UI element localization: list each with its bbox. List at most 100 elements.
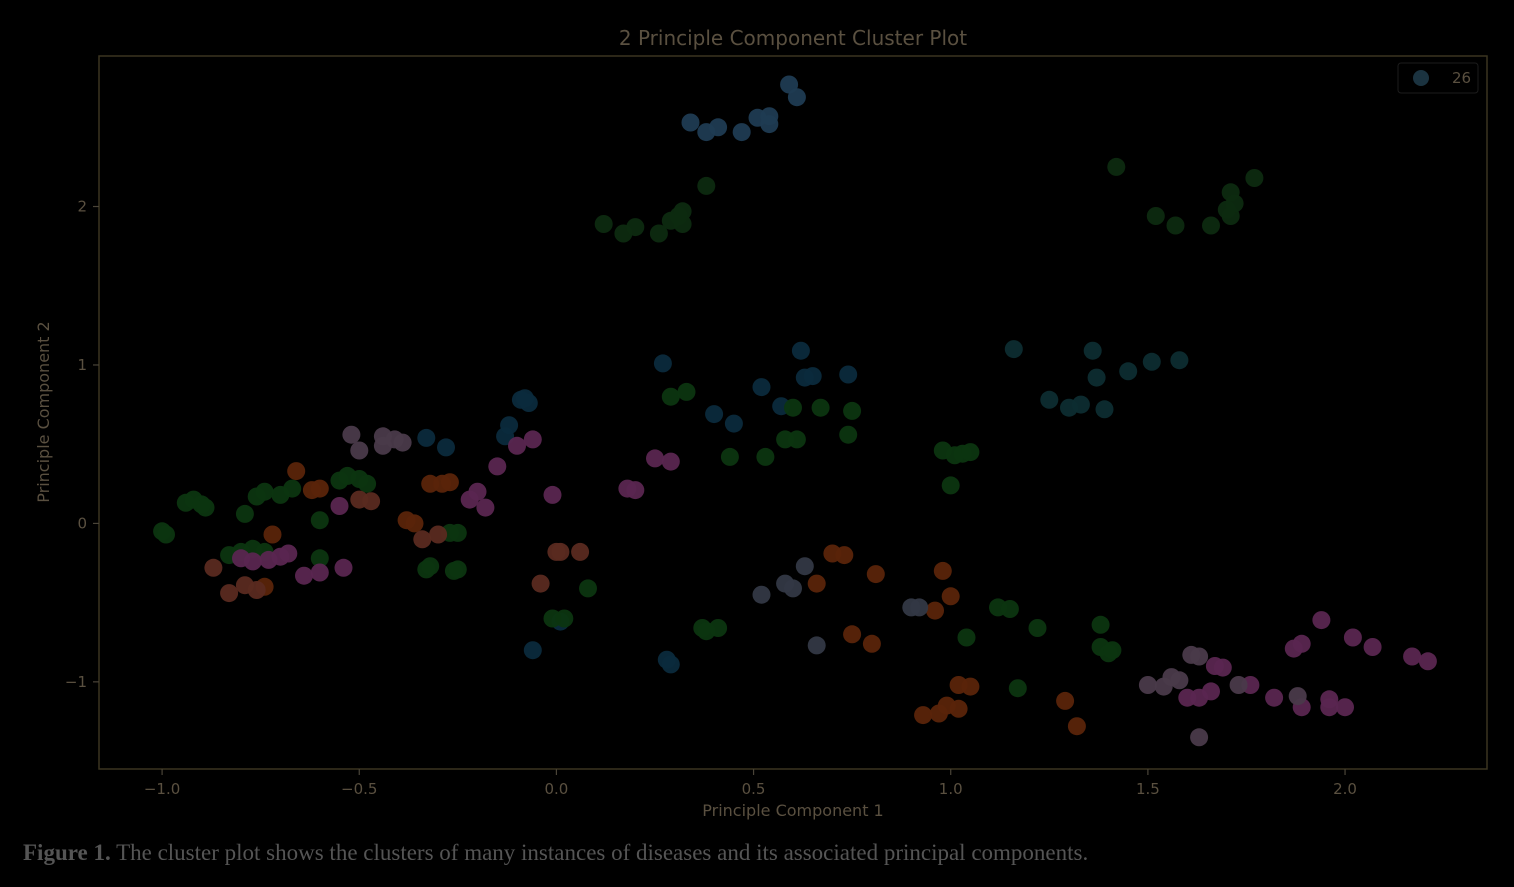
data-point-3	[661, 655, 680, 674]
data-point-0	[681, 113, 700, 132]
chart-title: 2 Principle Component Cluster Plot	[619, 26, 967, 50]
y-tick-label: 1	[77, 356, 87, 374]
data-point-2	[1170, 351, 1189, 370]
data-point-1	[697, 176, 716, 195]
data-point-1	[1245, 169, 1264, 187]
points-layer	[153, 75, 1437, 747]
data-point-1	[626, 218, 645, 237]
data-point-3	[653, 354, 672, 373]
data-point-7	[1403, 647, 1422, 666]
data-point-5	[843, 625, 862, 644]
data-point-7	[1213, 658, 1232, 677]
data-point-0	[709, 118, 728, 137]
x-axis-label: Principle Component 1	[702, 801, 883, 820]
data-point-5	[961, 677, 980, 696]
data-point-5	[866, 565, 885, 584]
data-point-6	[429, 525, 448, 544]
data-point-5	[835, 546, 854, 565]
data-point-2	[1142, 352, 1161, 371]
y-tick-label: −1	[65, 673, 87, 691]
data-point-4	[957, 628, 976, 647]
data-point-6	[362, 492, 381, 511]
data-point-1	[1225, 194, 1244, 213]
data-point-7	[1418, 652, 1437, 671]
data-point-2	[1004, 340, 1023, 359]
data-point-4	[283, 479, 302, 498]
data-point-0	[787, 88, 806, 107]
data-point-4	[448, 560, 467, 579]
data-point-4	[709, 619, 728, 637]
data-point-3	[437, 438, 455, 457]
data-point-7	[646, 449, 664, 468]
data-point-5	[949, 699, 968, 718]
x-tick-label: 0.0	[544, 780, 568, 798]
data-point-7	[330, 497, 349, 515]
data-point-5	[287, 462, 306, 481]
data-point-9	[807, 636, 826, 655]
caption-text: The cluster plot shows the clusters of m…	[110, 840, 1089, 865]
data-point-5	[933, 561, 952, 580]
data-point-0	[760, 115, 779, 134]
data-point-2	[1119, 362, 1138, 381]
data-point-7	[1343, 628, 1362, 647]
data-point-4	[1008, 679, 1027, 698]
data-point-4	[1000, 600, 1019, 618]
data-point-0	[732, 123, 751, 142]
data-point-1	[594, 215, 613, 233]
data-point-8	[342, 425, 361, 444]
data-point-4	[677, 382, 696, 401]
data-point-7	[661, 452, 680, 471]
x-tick-label: 0.5	[742, 780, 766, 798]
data-point-7	[1320, 698, 1339, 717]
data-point-5	[440, 473, 459, 492]
data-point-4	[843, 401, 862, 420]
data-point-7	[1292, 634, 1311, 653]
data-point-3	[752, 378, 771, 397]
data-point-6	[247, 581, 266, 599]
data-point-7	[1202, 682, 1220, 701]
x-tick-label: −0.5	[341, 780, 377, 798]
data-point-4	[157, 525, 175, 544]
data-point-1	[1146, 207, 1165, 225]
data-point-7	[1363, 638, 1382, 656]
data-point-7	[1312, 611, 1331, 630]
data-point-2	[1095, 400, 1114, 419]
data-point-5	[405, 514, 424, 533]
data-point-5	[926, 601, 944, 620]
data-point-1	[1166, 216, 1185, 235]
caption-label: Figure 1.	[23, 840, 111, 865]
y-axis-label: Principle Component 2	[34, 321, 53, 502]
plot-frame	[98, 55, 1488, 770]
legend-marker	[1413, 70, 1429, 86]
data-point-3	[724, 414, 743, 433]
data-point-5	[807, 574, 826, 593]
data-point-8	[350, 441, 369, 460]
data-point-5	[862, 634, 881, 653]
data-point-3	[803, 367, 822, 386]
data-point-4	[661, 387, 680, 406]
data-point-3	[839, 365, 858, 384]
data-point-7	[476, 498, 495, 517]
data-point-4	[255, 482, 274, 501]
data-point-3	[523, 641, 542, 660]
y-tick-label: 0	[77, 514, 87, 532]
x-tick-label: 1.0	[939, 780, 963, 798]
data-point-7	[295, 566, 313, 585]
data-point-1	[1202, 216, 1220, 235]
data-point-4	[784, 398, 802, 417]
data-point-4	[1103, 641, 1122, 660]
data-point-4	[839, 425, 858, 444]
data-point-3	[791, 341, 810, 360]
data-point-1	[1107, 157, 1126, 176]
data-point-9	[784, 579, 802, 598]
x-tick-label: −1.0	[144, 780, 180, 798]
data-point-7	[626, 481, 645, 500]
data-point-4	[1028, 619, 1047, 637]
data-point-7	[460, 490, 479, 509]
data-point-3	[519, 394, 538, 412]
data-point-1	[649, 224, 668, 243]
data-point-4	[756, 447, 775, 466]
data-point-2	[1087, 368, 1106, 387]
